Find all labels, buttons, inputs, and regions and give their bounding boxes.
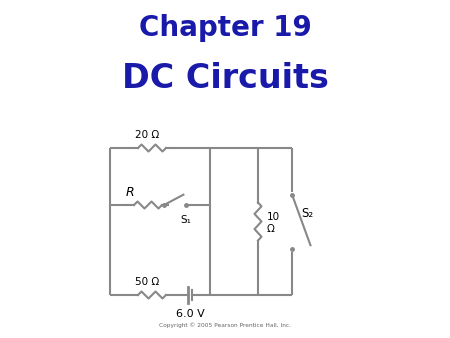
Text: DC Circuits: DC Circuits: [122, 62, 328, 95]
Text: S₂: S₂: [301, 207, 313, 220]
Text: 6.0 V: 6.0 V: [176, 309, 204, 319]
Text: Chapter 19: Chapter 19: [139, 14, 311, 42]
Text: 10: 10: [267, 212, 280, 221]
Text: Copyright © 2005 Pearson Prentice Hall, Inc.: Copyright © 2005 Pearson Prentice Hall, …: [159, 322, 291, 328]
Text: R: R: [126, 187, 134, 199]
Text: 50 Ω: 50 Ω: [135, 277, 159, 287]
Text: 20 Ω: 20 Ω: [135, 130, 159, 140]
Text: Ω: Ω: [267, 223, 275, 234]
Text: S₁: S₁: [180, 215, 191, 225]
